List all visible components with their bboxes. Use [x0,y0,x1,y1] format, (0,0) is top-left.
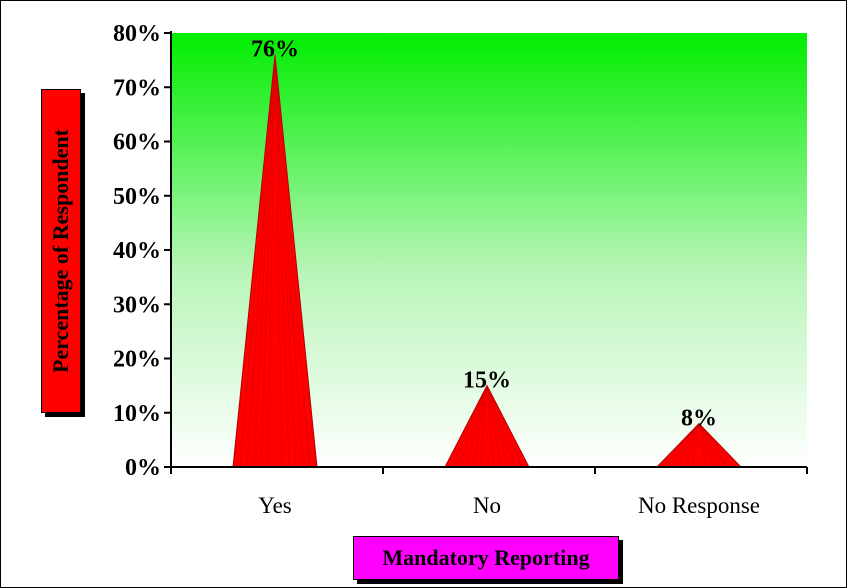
data-label: 76% [251,37,299,63]
labels-layer: 76% 15% 8% [251,37,717,432]
data-label: 8% [681,406,717,432]
y-axis-label: Percentage of Respondent [48,129,73,373]
x-axis-label-box: Mandatory Reporting [353,536,619,580]
bar-shading [451,385,523,468]
y-tick-label: 30% [113,292,161,318]
axes-layer: 0% 10% 20% 30% 40% 50% 60% 70% 80% Yes No No Respon… [113,21,808,518]
y-tick-label: 60% [113,130,161,156]
y-tick-label: 0% [125,455,161,481]
bar-shading [663,423,735,468]
x-tick-label: No Response [638,493,760,518]
y-tick-label: 40% [113,238,161,264]
bars-layer [232,54,743,468]
y-tick-label: 70% [113,75,161,101]
y-tick-label: 50% [113,184,161,210]
x-tick-label: Yes [258,493,292,518]
x-tick-label: No [473,493,501,518]
y-tick-label: 80% [113,21,161,47]
data-label: 15% [463,368,511,394]
bar-shading [239,54,311,468]
y-tick-label: 10% [113,401,161,427]
y-tick-label: 20% [113,347,161,373]
y-axis-label-box: Percentage of Respondent [41,89,81,413]
x-axis-label: Mandatory Reporting [382,545,590,570]
